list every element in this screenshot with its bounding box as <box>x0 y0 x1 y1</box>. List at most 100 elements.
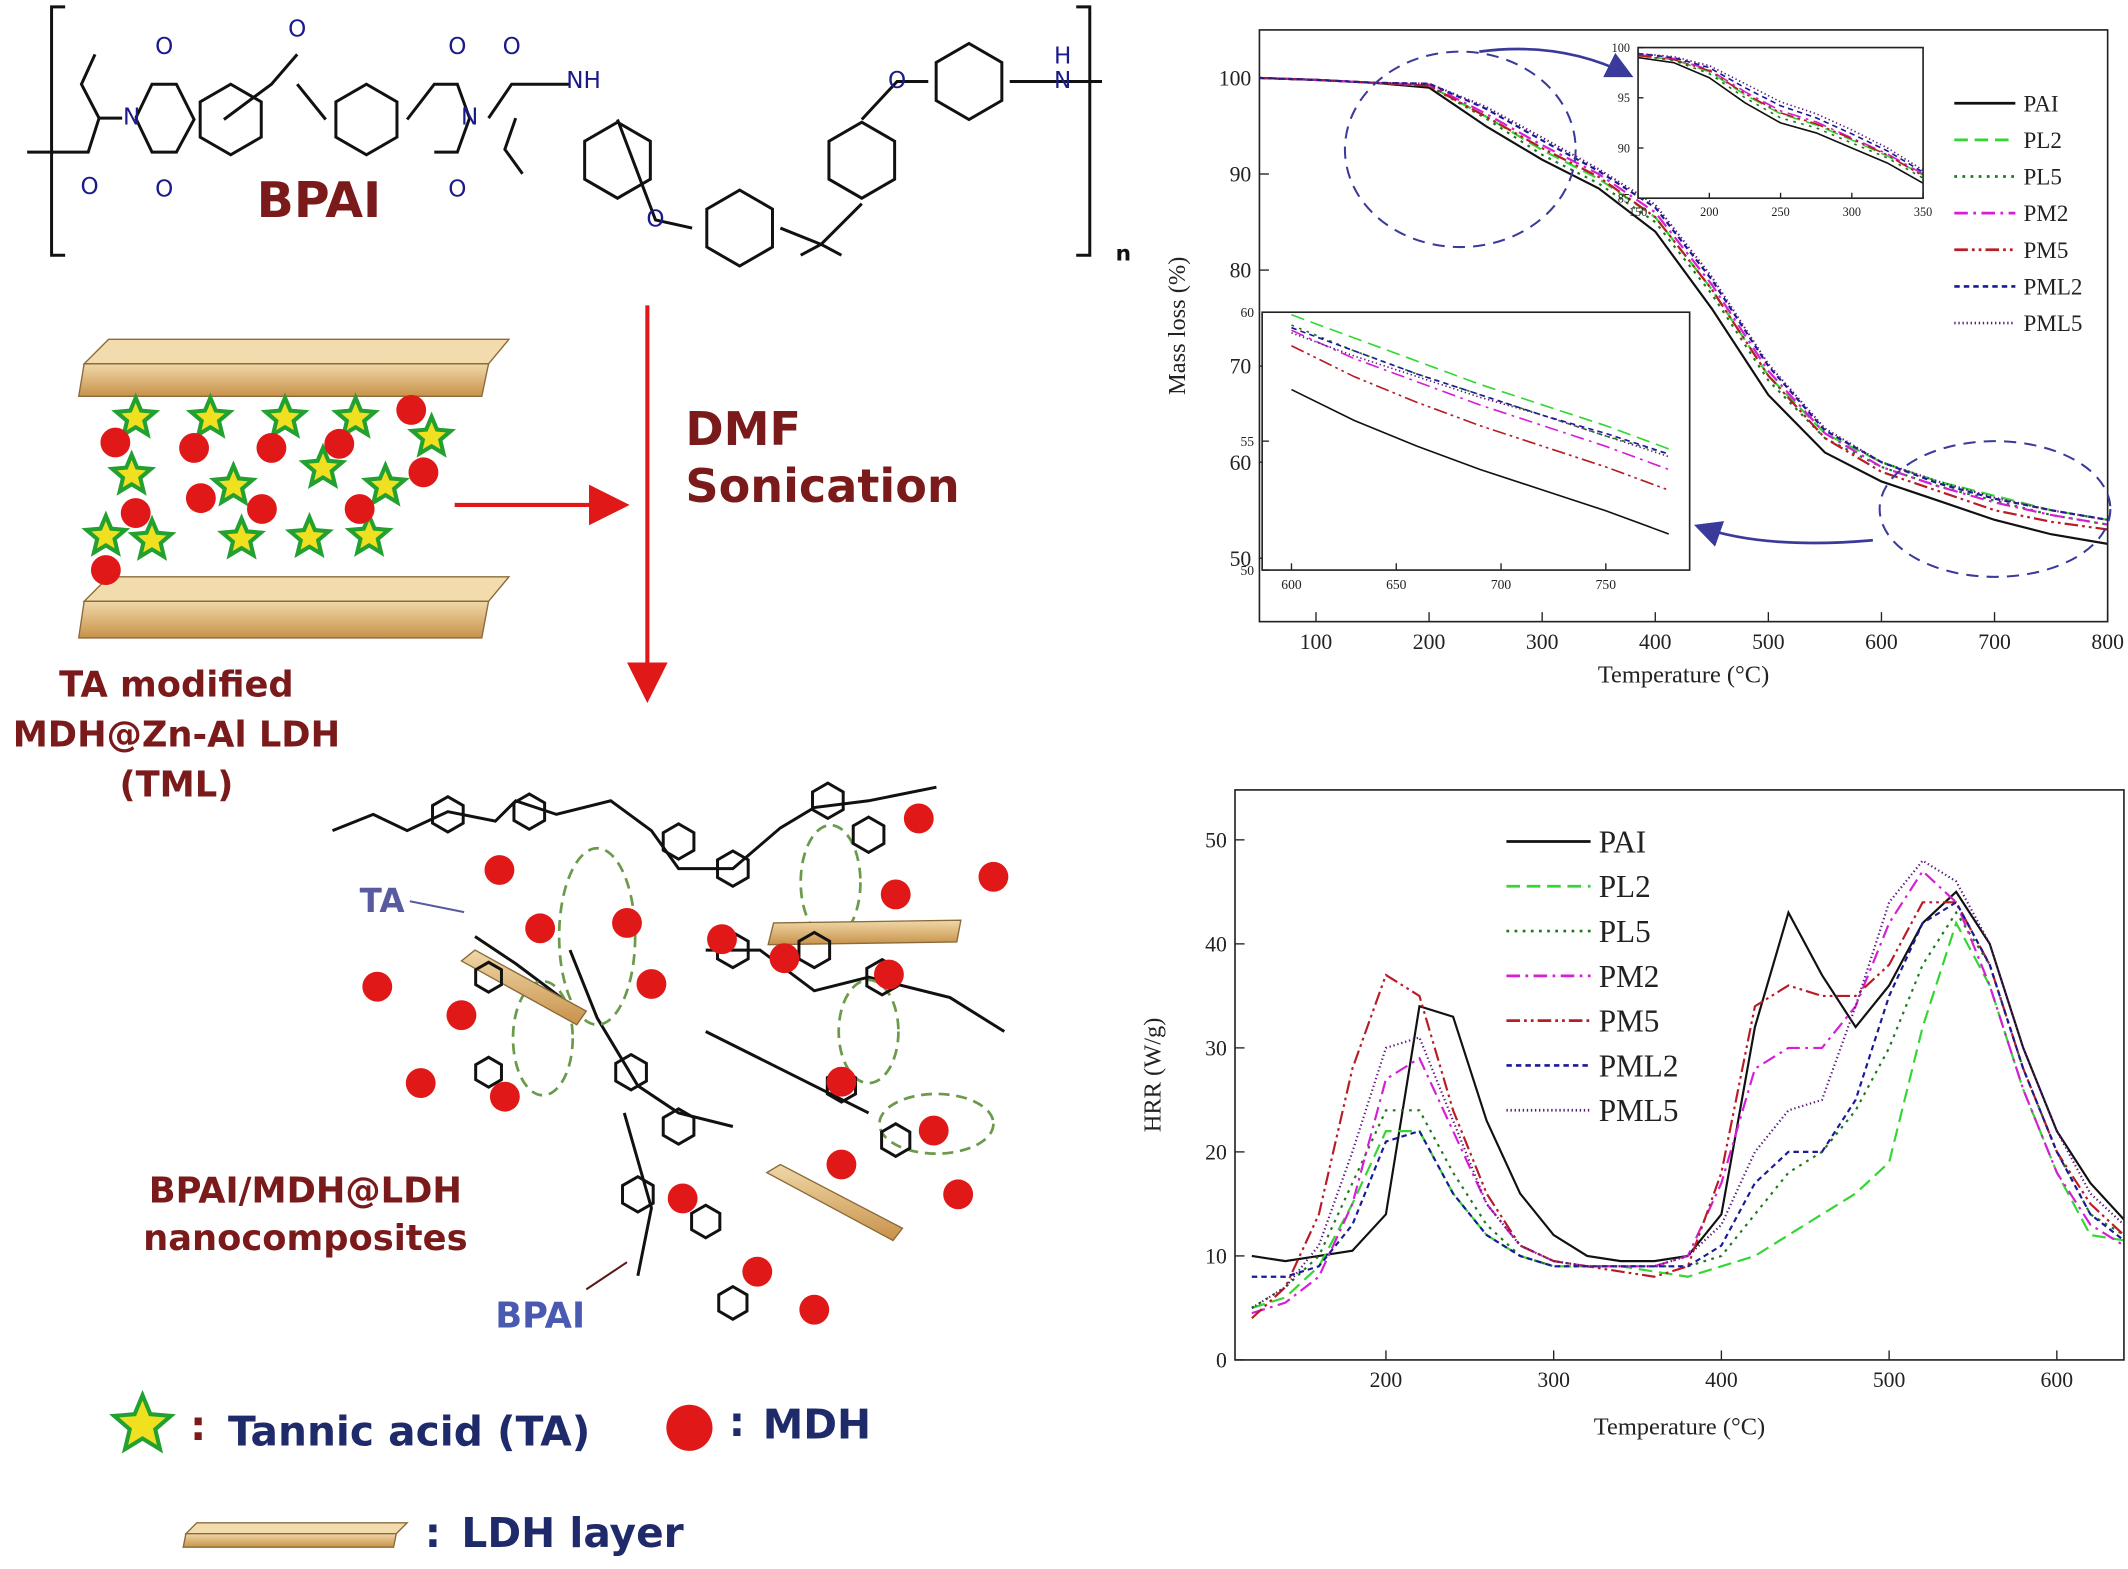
mdh-particle <box>918 1115 949 1146</box>
ring <box>512 792 547 832</box>
x-tick-label: 250 <box>1771 205 1789 219</box>
ta-icon <box>407 411 457 458</box>
mdh-particle <box>978 861 1009 892</box>
y-tick-label: 100 <box>1219 67 1252 91</box>
ring <box>661 1107 696 1146</box>
mdh-particle <box>799 1294 830 1325</box>
legend-label: PML2 <box>1599 1048 1679 1083</box>
mdh-particle <box>874 959 904 990</box>
x-tick-label: 350 <box>1914 205 1932 219</box>
series-line <box>1251 900 2124 1278</box>
bracket <box>1076 5 1092 257</box>
mdh-particle <box>769 943 800 974</box>
ta-icon <box>109 1389 176 1454</box>
y-axis-label: HRR (W/g) <box>1139 1018 1166 1133</box>
charts: 100 200 300 400 500 600 700 8005060708090100PAI… <box>1139 29 2125 1441</box>
plot-frame <box>1234 789 2125 1361</box>
x-tick-label: 400 <box>1705 1368 1738 1392</box>
interaction-ellipse <box>878 1092 995 1156</box>
interaction-ellipse <box>837 978 900 1085</box>
series-line <box>1638 56 1924 184</box>
mdh-particle <box>247 494 277 524</box>
mdh-particle <box>90 555 121 585</box>
ring <box>716 849 750 889</box>
x-tick-label: 400 <box>1639 630 1672 654</box>
legend-label: PL2 <box>2024 127 2062 153</box>
series-line <box>1291 314 1670 450</box>
schematic: BPAI n DMF Sonication TA modified MDH@Zn… <box>13 5 1131 1557</box>
x-tick-label: 500 <box>1752 630 1785 654</box>
series-line <box>1251 869 2124 1315</box>
ring <box>334 82 399 157</box>
ring <box>583 120 652 200</box>
atom-label: O <box>288 16 306 42</box>
series-line <box>1259 76 2108 521</box>
arrow <box>1479 47 1634 78</box>
repeat-n: n <box>1116 242 1131 267</box>
atom-label: O <box>503 34 521 60</box>
x-tick-label: 300 <box>1537 1368 1570 1392</box>
ta-icon <box>111 392 161 439</box>
atom-label: NH <box>566 68 601 94</box>
plot-frame <box>1258 29 2109 623</box>
mdh-particle <box>405 1068 436 1098</box>
series-line <box>1291 345 1670 491</box>
atom-label: O <box>80 174 98 200</box>
ta-icon <box>344 510 394 557</box>
series-line <box>1291 329 1670 471</box>
y-tick-label: 60 <box>1230 451 1252 475</box>
atom-label: N <box>461 105 478 131</box>
y-tick-label: 85 <box>1618 191 1630 205</box>
x-tick-label: 200 <box>1370 1368 1403 1392</box>
legend-label: PL2 <box>1599 869 1651 904</box>
ta-icon <box>298 442 348 489</box>
mdh-particle <box>636 969 667 999</box>
series-lines <box>1638 52 1924 184</box>
mdh-particle <box>903 803 934 834</box>
filler-label: TA modified <box>59 664 294 705</box>
series-line <box>1291 388 1670 535</box>
y-tick-label: 30 <box>1205 1036 1227 1060</box>
y-tick-label: 10 <box>1205 1245 1227 1269</box>
ring <box>717 1284 749 1321</box>
mdh-particle <box>667 1183 698 1214</box>
ring <box>934 41 1004 122</box>
ta-icon <box>208 460 258 507</box>
series-line <box>1638 52 1924 173</box>
plot-frame <box>1637 46 1924 200</box>
x-axis-label: Temperature (°C) <box>1594 1414 1765 1441</box>
annotations <box>1343 47 2112 578</box>
y-tick-label: 80 <box>1230 259 1252 283</box>
x-tick-label: 750 <box>1596 577 1617 592</box>
chart: 600 650 700 750 50 55 60 <box>1240 305 1691 592</box>
series-line <box>1259 76 2108 531</box>
series-line <box>1259 76 2108 545</box>
ring <box>690 1203 722 1240</box>
legend-label: PM2 <box>2024 200 2069 226</box>
ta-label: TA <box>360 882 406 920</box>
x-axis-label: Temperature (°C) <box>1598 662 1769 689</box>
series-line <box>1638 54 1924 177</box>
mdh-particle <box>185 483 216 514</box>
series-line <box>1291 326 1669 455</box>
atom-label: O <box>888 68 906 94</box>
mdh-particle <box>943 1179 974 1210</box>
mdh-particle <box>446 1000 477 1031</box>
mdh-particle <box>324 428 355 459</box>
ta-icon <box>127 514 177 561</box>
legend-label: PAI <box>2024 90 2059 116</box>
plot-background <box>1262 312 1690 571</box>
ta-icon <box>185 392 235 439</box>
legend-label: PML5 <box>2024 310 2083 336</box>
product-label: BPAI/MDH@LDH <box>149 1171 462 1212</box>
y-tick-label: 0 <box>1216 1349 1227 1373</box>
mdh-particle <box>120 498 151 528</box>
x-tick-label: 500 <box>1873 1368 1906 1392</box>
plot-frame <box>1261 311 1691 571</box>
ring <box>474 1055 503 1089</box>
y-tick-label: 40 <box>1205 932 1227 956</box>
y-tick-label: 70 <box>1230 355 1252 379</box>
mdh-particle <box>408 457 439 488</box>
atom-label: O <box>448 177 466 203</box>
